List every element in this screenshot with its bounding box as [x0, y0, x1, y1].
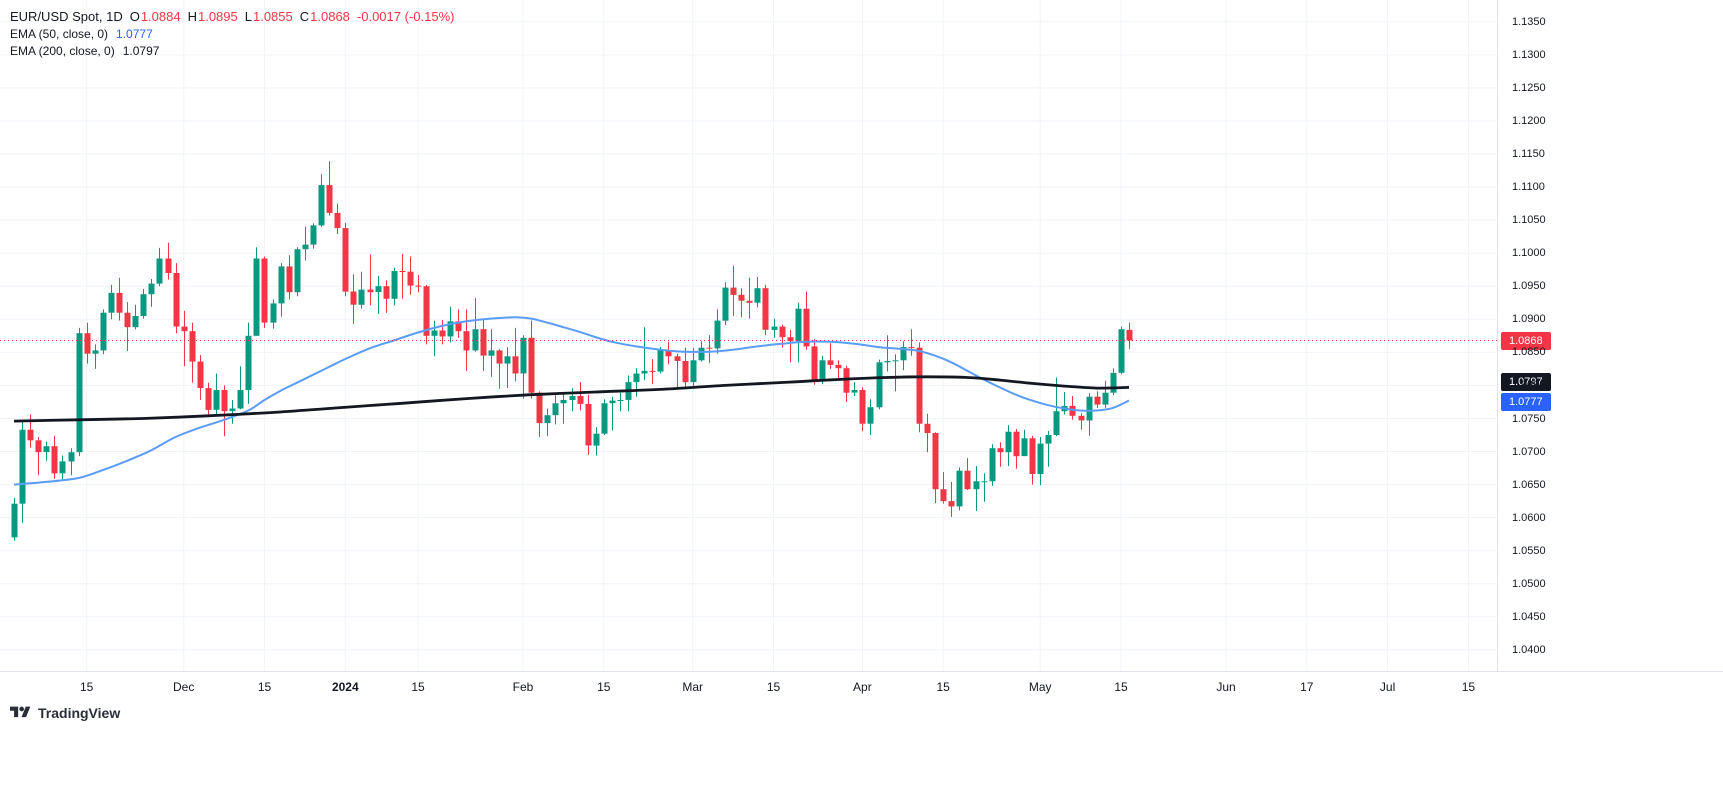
price-tick-label: 1.0550 — [1512, 544, 1546, 557]
time-tick-label: Dec — [173, 680, 195, 694]
time-tick-label: 15 — [1461, 680, 1476, 694]
ema200-line — [13, 375, 1130, 423]
grid-lines — [0, 0, 1497, 671]
time-tick-label: Feb — [512, 680, 534, 694]
price-tick-label: 1.0700 — [1512, 445, 1546, 458]
low-value: 1.0855 — [252, 9, 293, 24]
indicator-ema200-row[interactable]: EMA (200, close, 0) 1.0797 — [10, 42, 454, 59]
tradingview-logo-icon — [10, 706, 31, 718]
price-tick-label: 1.1350 — [1512, 15, 1546, 28]
symbol-title[interactable]: EUR/USD Spot, 1D — [10, 9, 123, 24]
price-tick-label: 1.0400 — [1512, 643, 1546, 656]
high-label: H — [187, 9, 197, 24]
time-tick-label: Apr — [853, 680, 872, 694]
ohlc-open: O1.0884 — [130, 9, 181, 24]
time-tick-label: 15 — [411, 680, 425, 694]
time-tick-label: 15 — [1114, 680, 1128, 694]
candles — [11, 161, 1133, 541]
time-tick-label: Jul — [1379, 680, 1396, 694]
symbol-row: EUR/USD Spot, 1D O1.0884 H1.0895 L1.0855… — [10, 8, 454, 25]
ema50-line — [13, 316, 1130, 486]
time-tick-label: 2024 — [331, 680, 359, 694]
time-tick-label: 17 — [1300, 680, 1314, 694]
ohlc-high: H1.0895 — [188, 9, 238, 24]
price-tick-label: 1.0800 — [1512, 379, 1546, 392]
ema50-price-badge: 1.0777 — [1501, 392, 1551, 411]
time-tick-label: 15 — [257, 680, 272, 694]
time-tick-label: 15 — [597, 680, 611, 694]
high-value: 1.0895 — [197, 9, 238, 24]
price-tick-label: 1.0900 — [1512, 313, 1546, 326]
tradingview-logo-text: TradingView — [38, 704, 121, 721]
price-tick-label: 1.1300 — [1512, 48, 1546, 61]
price-tick-label: 1.0500 — [1512, 577, 1546, 590]
chart-legend: EUR/USD Spot, 1D O1.0884 H1.0895 L1.0855… — [10, 8, 454, 59]
price-tick-label: 1.0600 — [1512, 511, 1546, 524]
change-value: -0.0017 (-0.15%) — [356, 9, 455, 24]
price-tick-label: 1.1000 — [1512, 247, 1546, 260]
price-tick-label: 1.1150 — [1512, 148, 1545, 160]
price-tick-label: 1.1200 — [1512, 115, 1546, 127]
time-tick-label: 15 — [80, 680, 94, 694]
open-label: O — [129, 9, 140, 24]
close-label: C — [299, 9, 310, 24]
candlestick-plot[interactable] — [0, 0, 1497, 671]
last-price-badge: 1.0868 — [1501, 331, 1551, 350]
ema50-name: EMA (50, close, 0) — [10, 26, 109, 41]
time-tick-label: Jun — [1216, 680, 1236, 694]
time-axis[interactable]: 15 Dec 15 2024 15 Feb 15 Mar 15 Apr 15 May 15 Jun 17 Ju… — [0, 671, 1723, 702]
open-value: 1.0884 — [140, 9, 181, 24]
indicator-ema50-row[interactable]: EMA (50, close, 0) 1.0777 — [10, 25, 454, 42]
price-tick-label: 1.0750 — [1512, 412, 1546, 425]
price-tick-label: 1.0950 — [1512, 280, 1546, 293]
ohlc-low: L1.0855 — [245, 9, 293, 24]
price-tick-label: 1.0850 — [1512, 346, 1546, 359]
price-tick-label: 1.1100 — [1512, 181, 1545, 194]
ema200-price-badge: 1.0797 — [1501, 373, 1551, 392]
time-tick-label: Mar — [682, 680, 704, 694]
ohlc-close: C1.0868 — [300, 9, 350, 24]
ema200-name: EMA (200, close, 0) — [10, 43, 115, 58]
tradingview-logo[interactable]: TradingView — [10, 704, 120, 721]
time-tick-label: 15 — [936, 680, 950, 694]
time-tick-label: May — [1028, 680, 1052, 694]
price-axis[interactable]: 1.0868 1.0797 1.0777 1.1350 1.1300 1.1250 1… — [1497, 0, 1723, 671]
price-tick-label: 1.0650 — [1512, 478, 1546, 491]
ema200-value: 1.0797 — [122, 43, 160, 58]
low-label: L — [244, 9, 252, 24]
time-tick-label: 15 — [766, 680, 781, 694]
ema50-value: 1.0777 — [116, 26, 153, 41]
price-tick-label: 1.1050 — [1512, 214, 1546, 227]
price-tick-label: 1.0450 — [1512, 610, 1546, 623]
close-value: 1.0868 — [310, 9, 350, 24]
price-tick-label: 1.1250 — [1512, 81, 1546, 94]
